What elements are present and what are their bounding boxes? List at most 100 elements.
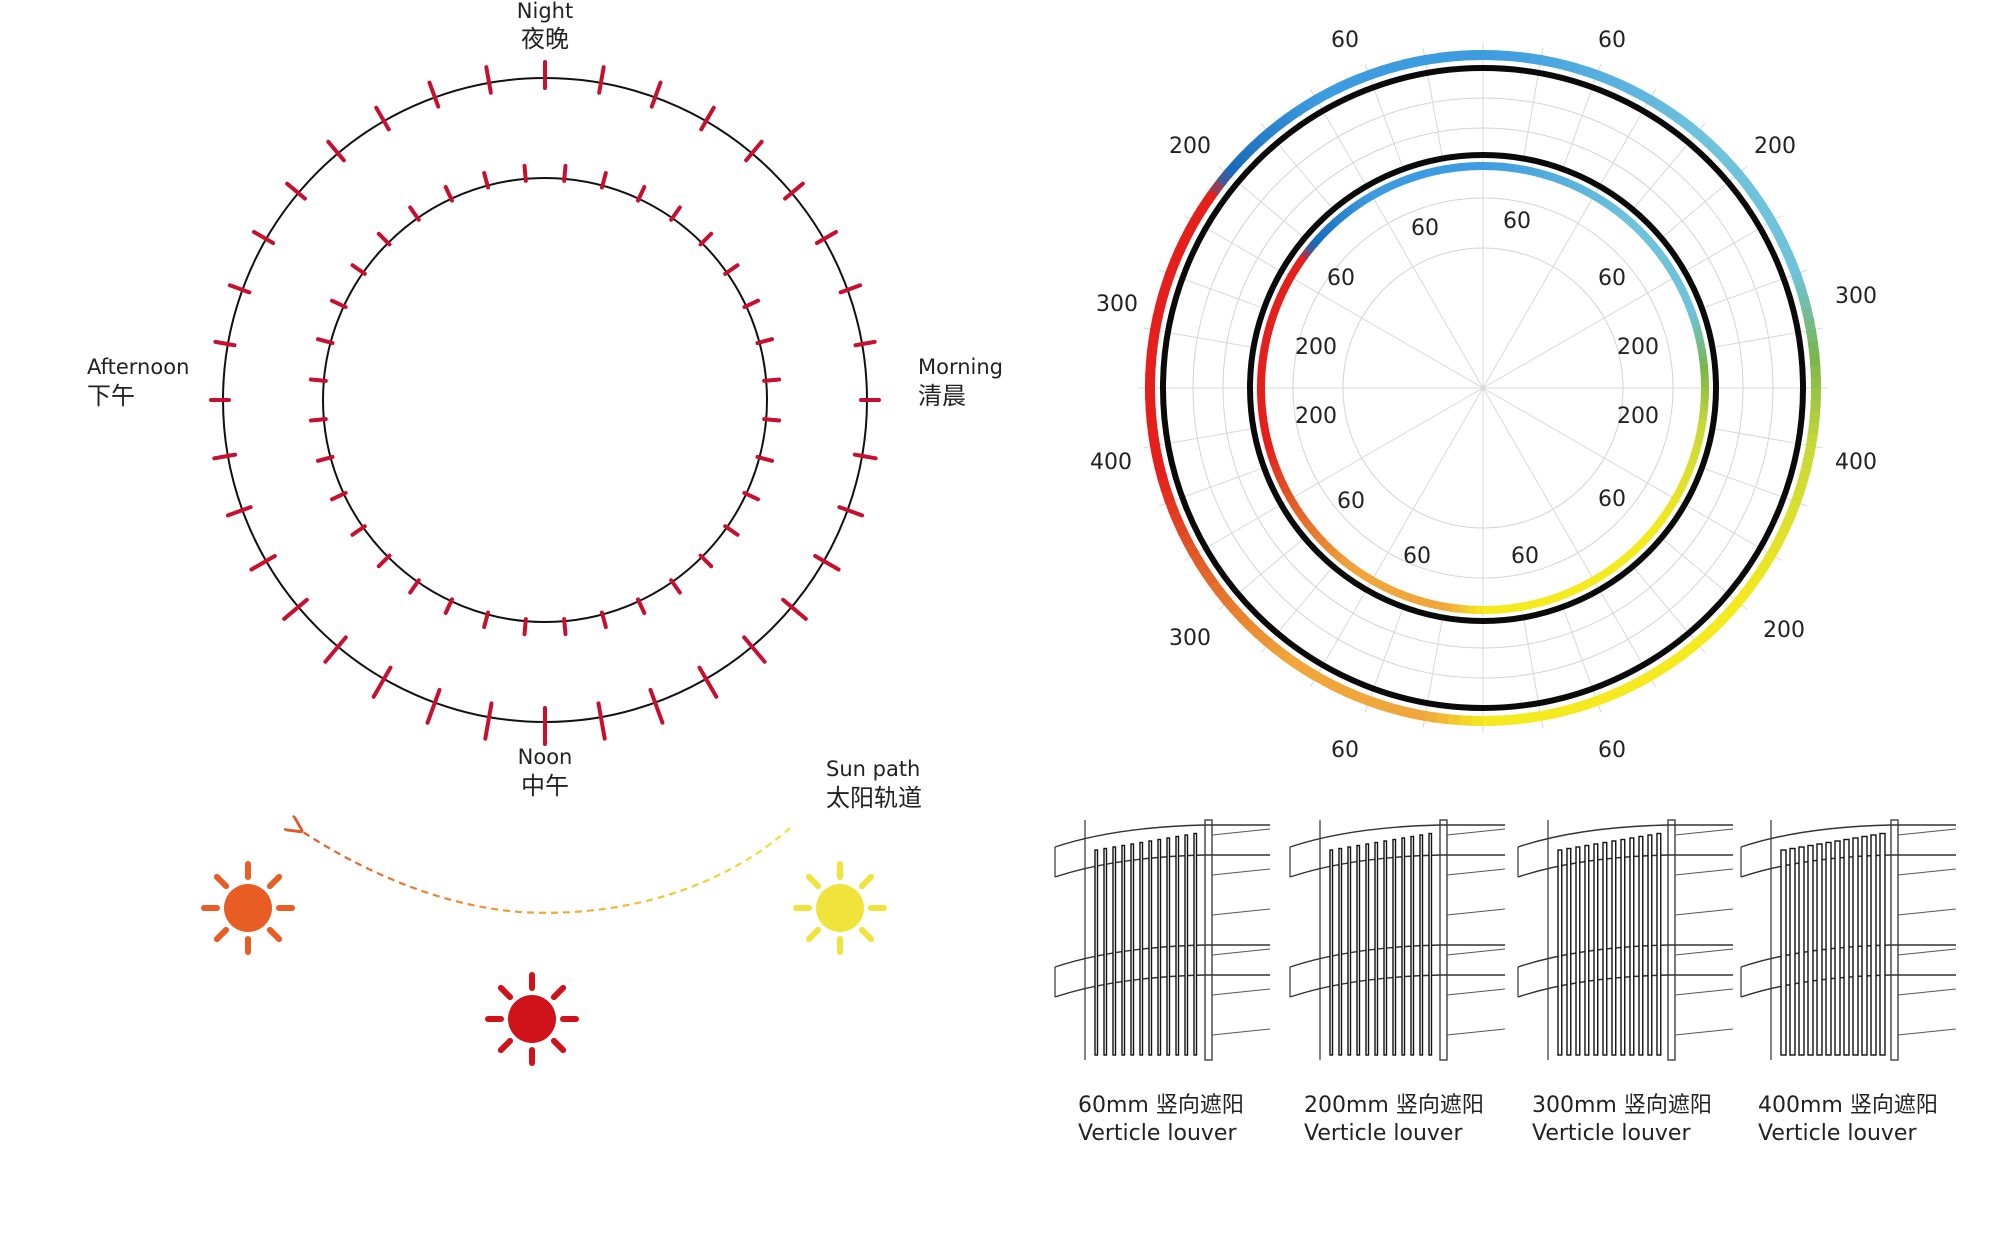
outer-label: 300 (1096, 292, 1138, 317)
grid-spoke (1562, 606, 1602, 713)
sun-ray (805, 926, 822, 943)
louver-panel (1740, 819, 1957, 1061)
sun-ray (266, 926, 283, 943)
louver-fin (1419, 834, 1424, 1056)
outer-tick (212, 452, 238, 461)
noon-label-cn: 中午 (521, 772, 569, 800)
grid-spoke (1522, 48, 1544, 159)
grid-spoke (1522, 617, 1544, 728)
night-label: Night (517, 0, 573, 23)
louver-fin (1410, 835, 1415, 1056)
morning-label-cn: 清晨 (918, 382, 966, 410)
sun-path-arrow (300, 828, 791, 914)
louver-size-label: 60mm 竖向遮阳 (1078, 1093, 1244, 1118)
guide-line (1446, 988, 1506, 996)
inner-tick (376, 553, 392, 569)
slab-edge (1054, 944, 1270, 968)
louver-fin (1347, 846, 1352, 1056)
louver-fin (1656, 832, 1662, 1056)
sun-path-label-cn: 太阳轨道 (826, 784, 922, 812)
inner-tick (635, 185, 647, 203)
slab-edge (1517, 824, 1733, 848)
inner-label: 60 (1337, 489, 1365, 514)
grid-spoke (1218, 165, 1305, 239)
louver-fin (1338, 847, 1343, 1056)
inner-tick (350, 524, 367, 537)
grid-spoke (1661, 165, 1748, 239)
outer-tick (742, 635, 767, 664)
grid-spoke (1260, 566, 1334, 653)
inner-label: 60 (1511, 544, 1539, 569)
louver-fin (1383, 840, 1388, 1056)
inner-tick (308, 417, 328, 423)
outer-tick (252, 230, 276, 245)
guide-line (1446, 948, 1506, 956)
louver-fin (1148, 840, 1153, 1056)
sun-ray (805, 873, 822, 890)
louver-fin (1112, 846, 1117, 1056)
outer-label: 60 (1331, 738, 1359, 763)
slab-edge (1054, 824, 1270, 848)
guide-line (1674, 1028, 1734, 1036)
louver-fin (1852, 837, 1859, 1056)
guide-line (1674, 908, 1734, 916)
outer-tick (783, 181, 805, 201)
inner-tick (762, 417, 782, 423)
inner-tick (599, 610, 608, 629)
louver-fin (1166, 837, 1171, 1056)
grid-spoke (1143, 327, 1254, 349)
louver-fin (1861, 835, 1868, 1056)
inner-tick (723, 524, 740, 537)
sun-rings-diagram: Night 夜晚 Afternoon 下午 Morning 清晨 Noon 中午… (87, 0, 1003, 1066)
louver-fin (1879, 832, 1886, 1056)
inner-label: 60 (1327, 266, 1355, 291)
inner-label: 200 (1617, 404, 1659, 429)
louver-fin (1825, 841, 1832, 1056)
louver-fin (1647, 834, 1653, 1056)
outer-tick (596, 701, 607, 741)
slab-edge (1517, 944, 1733, 968)
louver-size-label: 300mm 竖向遮阳 (1532, 1093, 1712, 1118)
slab-edge (1289, 944, 1505, 968)
grid-spoke (1701, 269, 1808, 309)
inner-tick (330, 298, 348, 310)
louver-size-label: 200mm 竖向遮阳 (1304, 1093, 1484, 1118)
inner-tick (376, 231, 392, 247)
inner-tick (635, 597, 647, 615)
outer-tick (323, 635, 348, 664)
inner-tick (482, 610, 491, 629)
outer-tick (282, 597, 309, 621)
louver-fin (1575, 846, 1581, 1056)
grid-spoke (1364, 63, 1404, 170)
inner-tick (562, 617, 568, 637)
noon-sun-icon (485, 972, 579, 1066)
guide-line (1211, 908, 1271, 916)
sun-disc (224, 884, 272, 932)
guide-line (1446, 1028, 1506, 1036)
outer-tick (326, 139, 346, 163)
inner-tick (408, 578, 421, 595)
louver-fin (1789, 847, 1796, 1056)
outer-label: 300 (1169, 626, 1211, 651)
outer-label: 60 (1598, 738, 1626, 763)
outer-tick (814, 230, 838, 245)
afternoon-sun-icon (201, 861, 295, 955)
sun-path-label: Sun path (826, 757, 920, 781)
inner-tick (330, 490, 348, 502)
outer-label: 200 (1169, 134, 1211, 159)
outer-tick (285, 181, 307, 201)
outer-tick (648, 687, 665, 725)
slab-edge (1517, 854, 1733, 878)
inner-label: 200 (1617, 335, 1659, 360)
grid-spoke (1562, 63, 1602, 170)
outer-tick (374, 105, 391, 132)
sun-disc (816, 884, 864, 932)
column (1204, 819, 1213, 1061)
louver-name-label: Verticle louver (1304, 1121, 1463, 1146)
grid-spoke (1712, 327, 1823, 349)
sun-ray (213, 873, 230, 890)
guide-line (1446, 908, 1506, 916)
guide-line (1211, 868, 1271, 876)
grid-spoke (1482, 387, 1783, 561)
sun-ray (213, 926, 230, 943)
